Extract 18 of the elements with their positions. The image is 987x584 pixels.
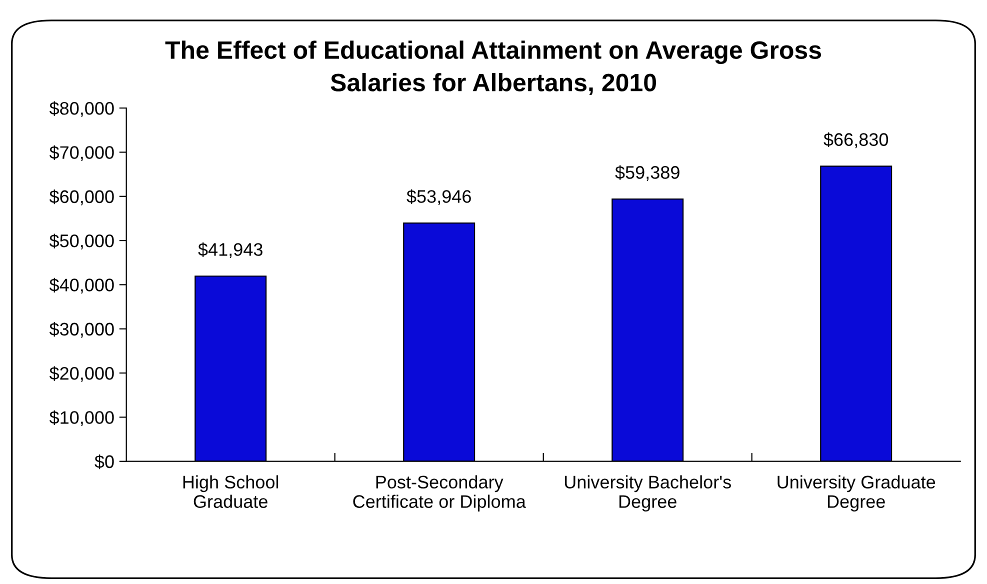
y-tick-label: $0 [94,454,114,470]
chart-title: The Effect of Educational Attainment on Average Gross Salaries for Albertans, 2010 [165,40,822,96]
y-tick-label: $50,000 [49,234,114,250]
data-label: $59,389 [615,165,680,181]
y-tick-label: $20,000 [49,366,114,382]
y-tick-label: $60,000 [49,190,114,206]
y-tick-label: $10,000 [49,410,114,426]
y-tick-label: $80,000 [49,101,114,117]
y-tick-label: $30,000 [49,322,114,338]
data-label: $66,830 [824,132,888,148]
y-tick-label: $40,000 [49,278,114,294]
x-tick-label: University Bachelor's Degree [564,475,731,512]
data-label: $41,943 [198,242,262,258]
data-label: $53,946 [406,189,471,206]
x-tick-label: High School Graduate [183,475,278,508]
x-tick-label: University Graduate Degree [778,475,936,512]
y-tick-label: $70,000 [49,145,114,162]
x-tick-label: Post-Secondary Certificate or Diploma [353,475,526,512]
